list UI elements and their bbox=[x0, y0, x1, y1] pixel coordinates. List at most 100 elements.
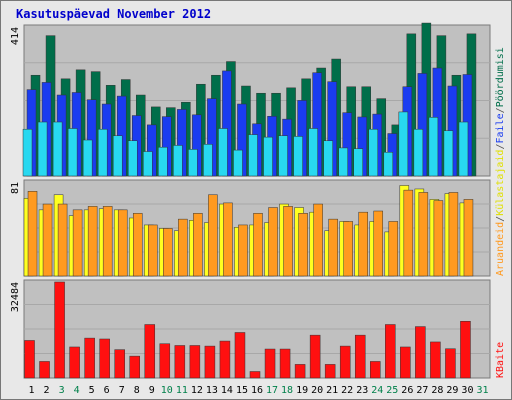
y-max-label-top: 414 bbox=[10, 27, 21, 45]
bar-bottom-kbaite-day-9 bbox=[144, 324, 156, 379]
x-tick-label: 1 bbox=[29, 385, 35, 396]
x-tick-label: 23 bbox=[356, 385, 368, 396]
bar-bottom-kbaite-day-15 bbox=[234, 332, 246, 379]
bar-bottom-kbaite-day-28 bbox=[430, 341, 441, 379]
x-tick-label: 19 bbox=[296, 385, 308, 396]
bar-middle-aruandeid-day-14 bbox=[223, 202, 233, 277]
bar-bottom-kbaite-day-25 bbox=[385, 324, 396, 379]
bar-bottom-kbaite-day-6 bbox=[99, 338, 110, 379]
bar-top-külastajaid-day-3 bbox=[52, 121, 63, 177]
bar-middle-aruandeid-day-6 bbox=[102, 206, 113, 277]
x-tick-label: 7 bbox=[119, 385, 125, 396]
bar-top-külastajaid-day-16 bbox=[248, 134, 258, 177]
bar-top-külastajaid-day-4 bbox=[67, 128, 78, 177]
chart-title: Kasutuspäevad November 2012 bbox=[16, 7, 212, 21]
legend-bottom-kbaite: KBaite bbox=[495, 342, 506, 378]
bar-bottom-kbaite-day-19 bbox=[294, 364, 306, 379]
bar-middle-aruandeid-day-27 bbox=[418, 192, 429, 277]
x-tick-label: 5 bbox=[89, 385, 95, 396]
x-tick-label: 18 bbox=[281, 385, 293, 396]
bar-top-külastajaid-day-21 bbox=[323, 140, 333, 177]
x-tick-label: 9 bbox=[149, 385, 155, 396]
x-tick-label: 27 bbox=[416, 385, 428, 396]
bar-bottom-kbaite-day-20 bbox=[309, 334, 321, 379]
bar-middle-aruandeid-day-2 bbox=[42, 203, 53, 277]
bar-bottom-kbaite-day-13 bbox=[204, 345, 216, 379]
y-max-label-middle: 81 bbox=[10, 182, 21, 194]
x-tick-label: 14 bbox=[221, 385, 233, 396]
bar-top-külastajaid-day-11 bbox=[173, 145, 183, 177]
bar-middle-aruandeid-day-13 bbox=[208, 194, 218, 277]
bar-middle-aruandeid-day-1 bbox=[27, 191, 38, 277]
bar-middle-aruandeid-day-5 bbox=[87, 206, 98, 277]
x-tick-label: 26 bbox=[401, 385, 413, 396]
bar-top-külastajaid-day-28 bbox=[428, 117, 439, 177]
bar-bottom-kbaite-day-18 bbox=[279, 348, 291, 379]
bar-top-külastajaid-day-29 bbox=[443, 130, 454, 177]
bar-middle-aruandeid-day-24 bbox=[373, 210, 384, 277]
panel-bottom: 32484 bbox=[10, 279, 491, 379]
x-tick-label: 20 bbox=[311, 385, 323, 396]
legend-item-aruandeid: Aruandeid bbox=[495, 222, 506, 276]
panel-top: 414 bbox=[10, 22, 491, 177]
bar-middle-aruandeid-day-20 bbox=[313, 203, 323, 277]
x-tick-label: 21 bbox=[326, 385, 338, 396]
bar-middle-aruandeid-day-25 bbox=[388, 221, 399, 277]
bar-bottom-kbaite-day-7 bbox=[114, 349, 125, 379]
bar-middle-aruandeid-day-26 bbox=[403, 189, 414, 277]
x-tick-label: 30 bbox=[461, 385, 473, 396]
x-tick-label: 31 bbox=[476, 385, 488, 396]
x-tick-label: 29 bbox=[446, 385, 458, 396]
bar-bottom-kbaite-day-24 bbox=[370, 361, 381, 379]
x-tick-label: 6 bbox=[104, 385, 110, 396]
bar-top-külastajaid-day-15 bbox=[233, 149, 243, 177]
x-tick-label: 28 bbox=[431, 385, 443, 396]
bar-top-külastajaid-day-26 bbox=[398, 111, 409, 177]
x-tick-label: 24 bbox=[371, 385, 383, 396]
bar-top-külastajaid-day-27 bbox=[413, 128, 424, 177]
legend-separator: / bbox=[495, 216, 506, 222]
legend-right: Aruandeid/Külastajaid/Faile/Pöördumisi bbox=[495, 47, 506, 276]
bar-top-külastajaid-day-5 bbox=[82, 139, 93, 177]
bar-middle-aruandeid-day-23 bbox=[358, 211, 368, 277]
bar-middle-aruandeid-day-18 bbox=[283, 206, 293, 277]
bar-bottom-kbaite-day-2 bbox=[39, 361, 50, 379]
bar-top-külastajaid-day-30 bbox=[458, 121, 469, 177]
x-tick-label: 8 bbox=[134, 385, 140, 396]
x-tick-label: 13 bbox=[206, 385, 218, 396]
bar-middle-aruandeid-day-29 bbox=[448, 192, 459, 277]
bar-bottom-kbaite-day-26 bbox=[400, 346, 411, 379]
bar-middle-aruandeid-day-15 bbox=[238, 224, 248, 277]
bar-top-külastajaid-day-22 bbox=[338, 147, 348, 177]
bar-top-külastajaid-day-1 bbox=[22, 128, 33, 177]
bar-top-külastajaid-day-9 bbox=[143, 151, 153, 177]
x-tick-label: 16 bbox=[251, 385, 263, 396]
bar-bottom-kbaite-day-12 bbox=[189, 345, 201, 379]
panel-middle: 81 bbox=[10, 179, 491, 277]
bar-top-külastajaid-day-19 bbox=[293, 136, 303, 177]
legend-item-pöördumisi: Pöördumisi bbox=[495, 47, 506, 107]
bar-top-külastajaid-day-7 bbox=[112, 135, 123, 177]
bar-bottom-kbaite-day-23 bbox=[354, 334, 366, 379]
bar-top-külastajaid-day-25 bbox=[383, 151, 394, 177]
bar-middle-aruandeid-day-22 bbox=[343, 221, 353, 277]
x-tick-label: 3 bbox=[59, 385, 65, 396]
bar-bottom-kbaite-day-11 bbox=[174, 345, 186, 379]
bar-middle-aruandeid-day-4 bbox=[72, 209, 83, 277]
bar-bottom-kbaite-day-8 bbox=[129, 355, 140, 379]
x-tick-label: 2 bbox=[44, 385, 50, 396]
bar-middle-aruandeid-day-3 bbox=[57, 203, 68, 277]
bar-top-külastajaid-day-14 bbox=[218, 128, 228, 177]
bar-top-külastajaid-day-20 bbox=[308, 128, 318, 177]
bar-top-külastajaid-day-23 bbox=[353, 148, 363, 177]
bar-middle-aruandeid-day-9 bbox=[148, 224, 158, 277]
x-tick-label: 15 bbox=[236, 385, 248, 396]
bar-middle-aruandeid-day-19 bbox=[298, 213, 308, 277]
bar-bottom-kbaite-day-21 bbox=[324, 364, 336, 379]
bar-middle-aruandeid-day-30 bbox=[463, 199, 474, 277]
bar-bottom-kbaite-day-17 bbox=[264, 348, 276, 379]
x-tick-label: 22 bbox=[341, 385, 353, 396]
bar-middle-aruandeid-day-28 bbox=[433, 200, 444, 277]
bar-bottom-kbaite-day-3 bbox=[54, 281, 65, 379]
